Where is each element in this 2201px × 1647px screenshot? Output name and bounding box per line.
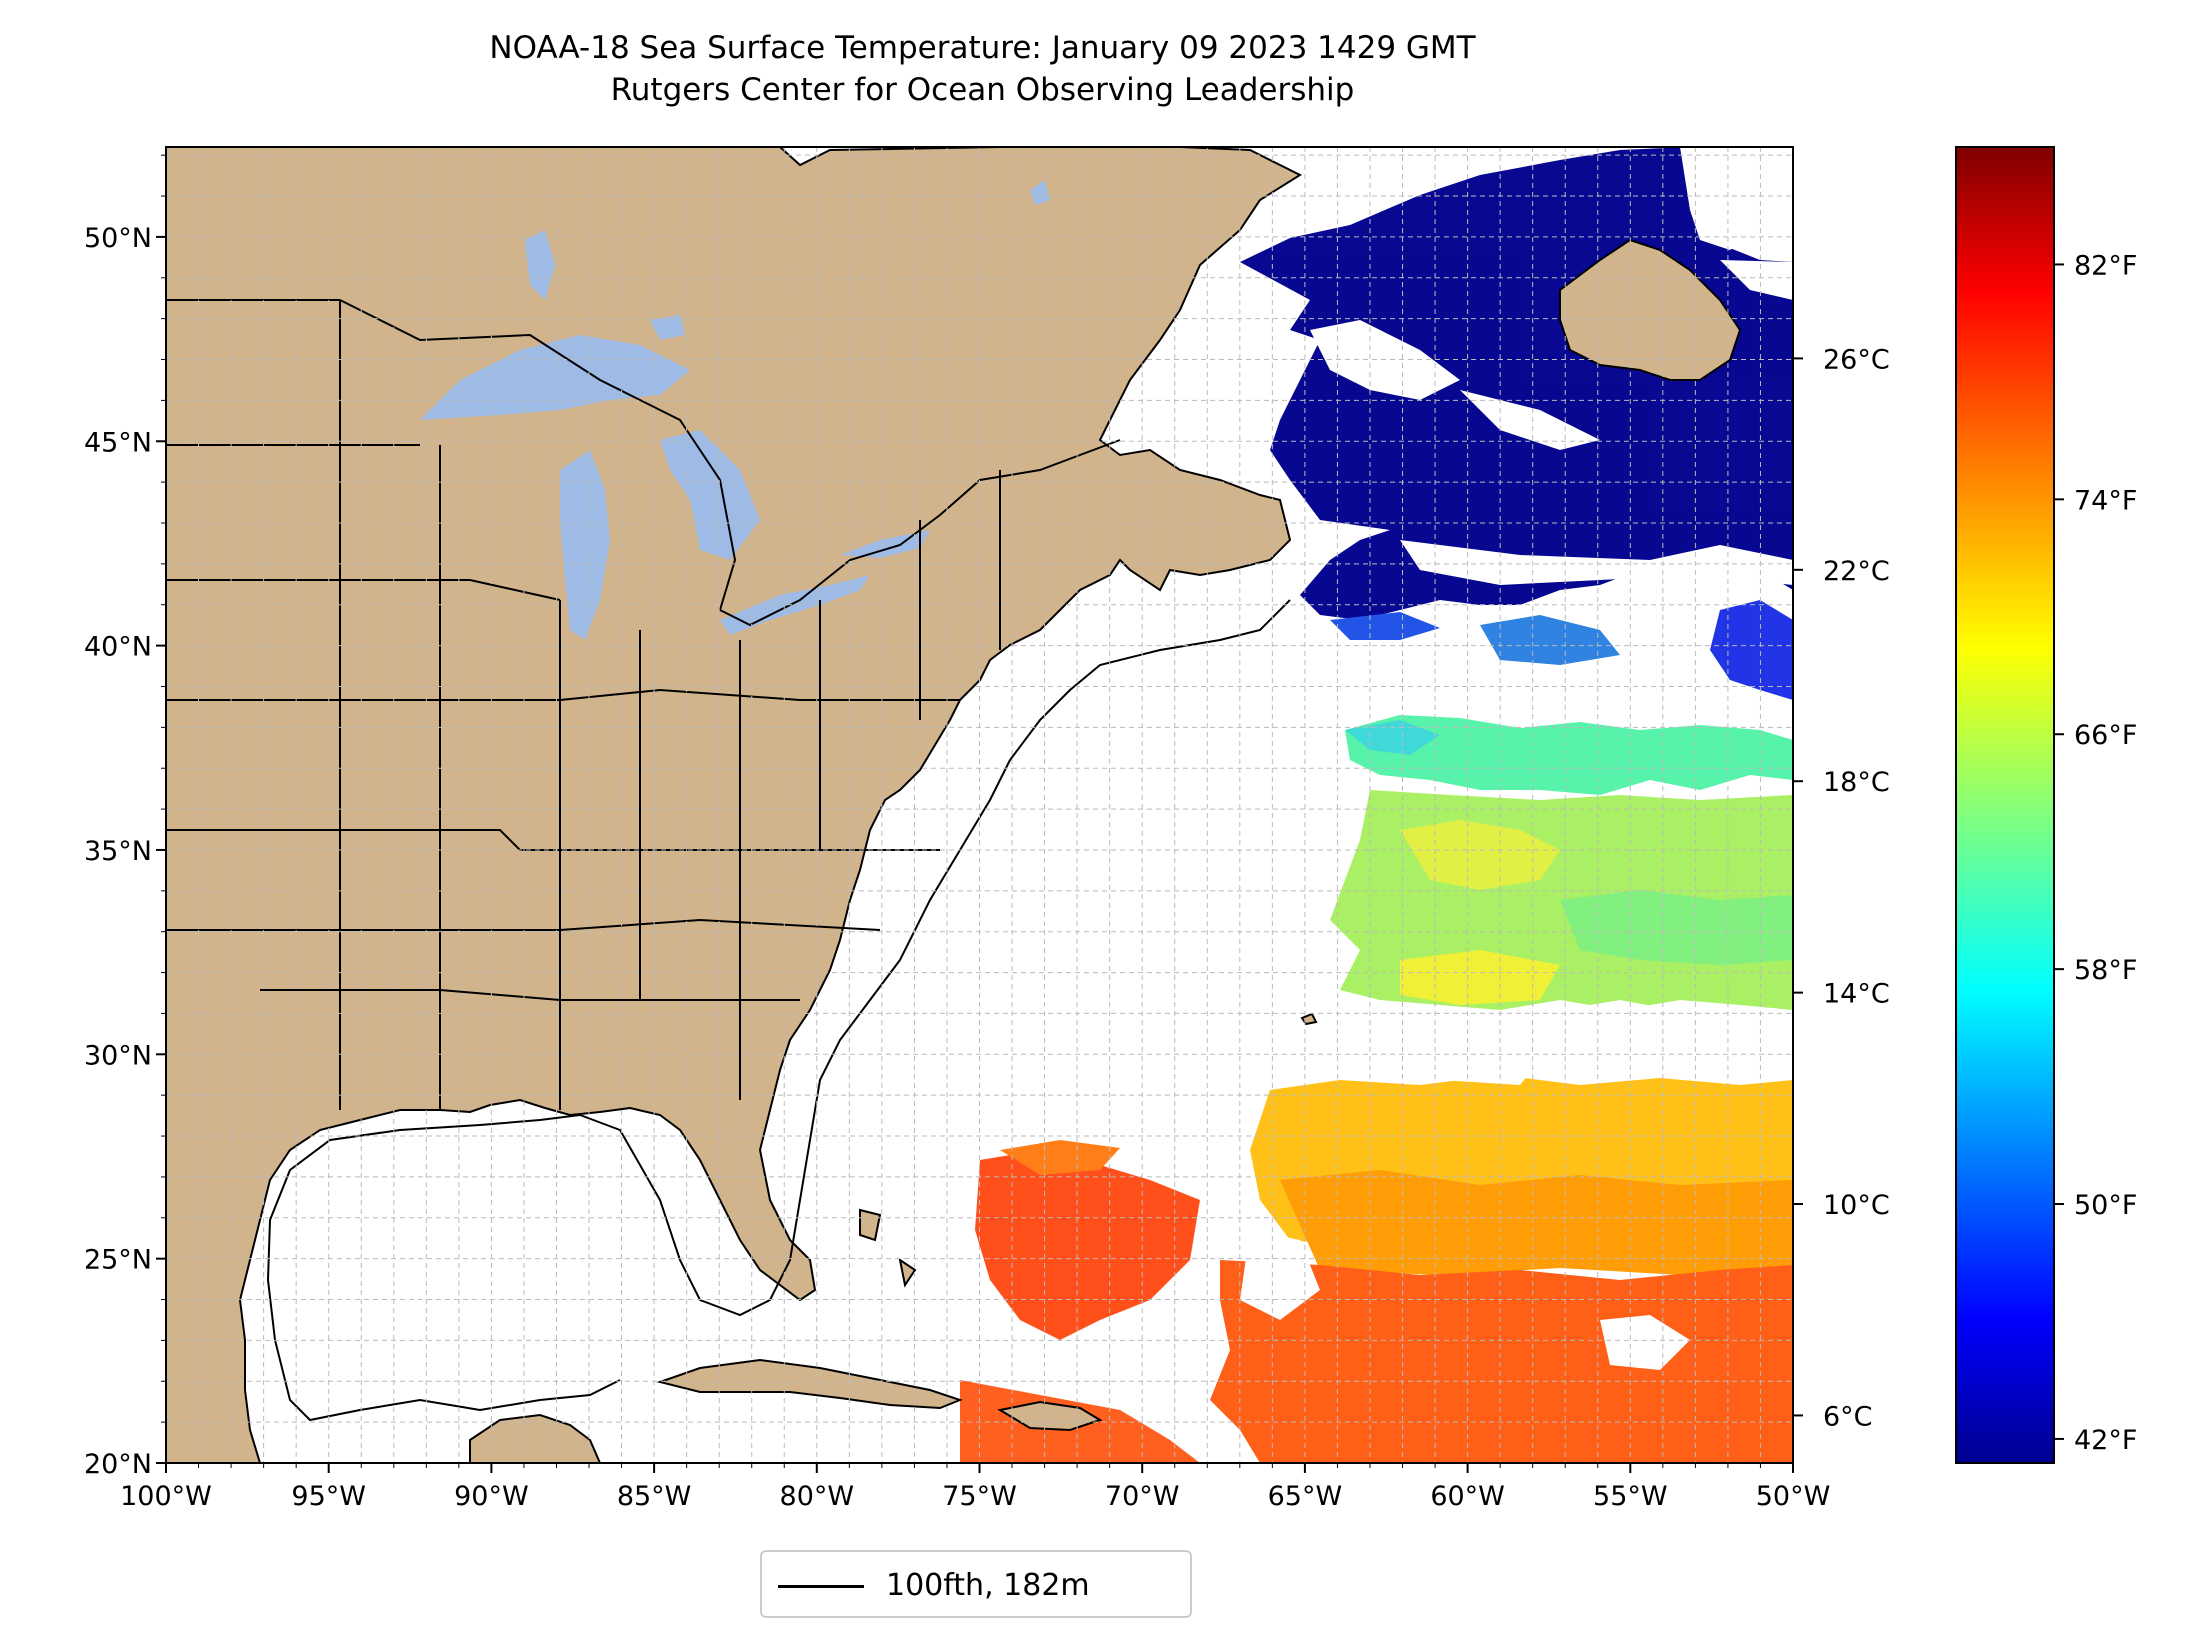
chart-subtitle: Rutgers Center for Ocean Observing Leade… — [610, 72, 1355, 108]
sst-cool-patch — [1345, 715, 1793, 795]
political-borders — [166, 299, 1121, 1110]
celsius-tick-label: 14°C — [1823, 979, 1890, 1010]
colorbar-ticks: 6°C 10°C 14°C 18°C 22°C 26°C 42°F 50°F 58°F 66°F 7… — [1793, 250, 2137, 1456]
yucatan-land — [469, 1413, 602, 1463]
map-axes: 100°W 95°W 90°W 85°W 80°W 75°W 70°W 65°W 60°W 55°… — [84, 154, 1831, 1512]
cuba-land — [656, 1358, 963, 1410]
cloud-gap — [1420, 1040, 1540, 1085]
chart-title: NOAA-18 Sea Surface Temperature: January… — [489, 30, 1476, 66]
fahrenheit-tick-label: 50°F — [2074, 1190, 2137, 1221]
bahamas-land — [898, 1257, 917, 1288]
lat-tick-label: 40°N — [84, 632, 152, 663]
fahrenheit-tick-label: 58°F — [2074, 955, 2137, 986]
sst-hot-patch — [1210, 1260, 1793, 1463]
celsius-tick-label: 6°C — [1823, 1401, 1873, 1432]
sst-cold-patch — [1330, 612, 1440, 640]
sst-warm-patch — [1000, 1140, 1120, 1175]
bahamas-land — [859, 1208, 882, 1242]
sst-hot-patch — [975, 1150, 1200, 1340]
legend: 100fth, 182m — [760, 1550, 1192, 1618]
lat-tick-label: 20°N — [84, 1449, 152, 1480]
sst-mild-patch — [1400, 820, 1560, 890]
lon-tick-label: 85°W — [617, 1481, 692, 1512]
lat-tick-label: 35°N — [84, 836, 152, 867]
lon-tick-label: 70°W — [1105, 1481, 1180, 1512]
lat-tick-label: 50°N — [84, 223, 152, 254]
lon-tick-label: 90°W — [454, 1481, 529, 1512]
gridlines — [166, 147, 1793, 1463]
lake-erie — [720, 575, 870, 635]
celsius-tick-label: 22°C — [1823, 556, 1890, 587]
lon-tick-label: 50°W — [1756, 1481, 1831, 1512]
cloud-gap — [1400, 540, 1793, 585]
colorbar — [1955, 146, 2055, 1464]
fahrenheit-tick-label: 66°F — [2074, 720, 2137, 751]
cloud-gap — [1240, 1230, 1320, 1320]
lon-tick-label: 65°W — [1268, 1481, 1343, 1512]
lake-superior — [420, 335, 690, 420]
lon-tick-label: 55°W — [1593, 1481, 1668, 1512]
lon-tick-label: 80°W — [780, 1481, 855, 1512]
lat-tick-label: 30°N — [84, 1040, 152, 1071]
fahrenheit-tick-label: 74°F — [2074, 485, 2137, 516]
cloud-gap — [1720, 260, 1793, 300]
lake-michigan — [560, 450, 610, 640]
lake-ontario — [840, 530, 930, 558]
lake-winnipeg — [525, 230, 555, 300]
fahrenheit-tick-label: 82°F — [2074, 250, 2137, 281]
legend-label: 100fth, 182m — [886, 1568, 1090, 1603]
lat-tick-label: 45°N — [84, 427, 152, 458]
sst-cold-patch — [1480, 615, 1620, 665]
lon-tick-label: 95°W — [291, 1481, 366, 1512]
cloud-gap — [1680, 147, 1793, 250]
celsius-tick-label: 10°C — [1823, 1190, 1890, 1221]
cloud-gap — [1600, 1315, 1690, 1370]
sst-mild-patch — [1400, 950, 1560, 1005]
sst-cool-patch — [1345, 720, 1440, 755]
sst-warm-patch — [1280, 1170, 1793, 1275]
cloud-gap — [1370, 1010, 1440, 1050]
lake-huron — [660, 430, 760, 560]
celsius-tick-label: 26°C — [1823, 344, 1890, 375]
sst-mild-patch — [1560, 890, 1793, 965]
lon-tick-label: 75°W — [942, 1481, 1017, 1512]
celsius-tick-label: 18°C — [1823, 767, 1890, 798]
lake-nipigon — [650, 315, 685, 340]
lakes-layer — [420, 180, 1050, 640]
lon-tick-label: 60°W — [1430, 1481, 1505, 1512]
fahrenheit-tick-label: 42°F — [2074, 1425, 2137, 1456]
hispaniola-land — [997, 1400, 1103, 1432]
lon-tick-label: 100°W — [120, 1481, 212, 1512]
legend-line-swatch — [778, 1585, 864, 1588]
sst-cold-patch — [1710, 600, 1793, 700]
lat-tick-label: 25°N — [84, 1245, 152, 1276]
